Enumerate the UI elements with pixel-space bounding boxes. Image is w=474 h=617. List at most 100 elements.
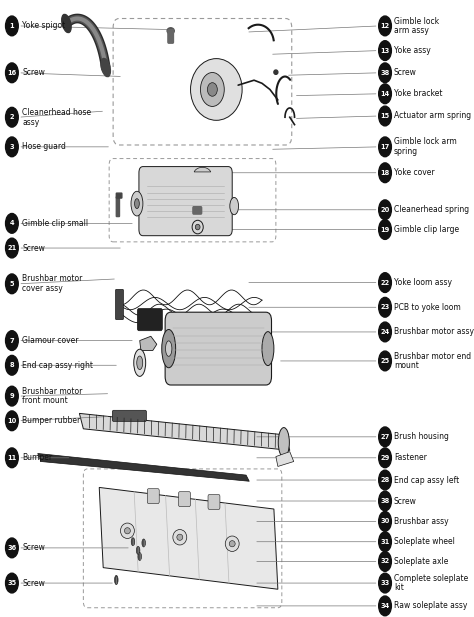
Text: Brushbar motor end
mount: Brushbar motor end mount [394, 352, 471, 370]
Text: Brushbar motor assy: Brushbar motor assy [394, 328, 474, 336]
Ellipse shape [142, 539, 146, 547]
Text: 33: 33 [381, 580, 390, 586]
Text: 34: 34 [381, 603, 390, 609]
Text: 8: 8 [9, 362, 14, 368]
Text: Brushbar assy: Brushbar assy [394, 517, 448, 526]
Text: 24: 24 [381, 329, 390, 335]
Circle shape [379, 273, 392, 292]
Circle shape [6, 355, 18, 375]
Ellipse shape [137, 356, 143, 370]
Text: 2: 2 [9, 114, 14, 120]
Circle shape [379, 322, 392, 342]
Circle shape [379, 427, 392, 447]
Ellipse shape [262, 332, 274, 365]
Ellipse shape [101, 59, 110, 77]
Text: 38: 38 [381, 70, 390, 76]
Circle shape [379, 84, 392, 104]
Ellipse shape [191, 59, 242, 120]
FancyBboxPatch shape [116, 289, 123, 320]
Text: 21: 21 [7, 245, 17, 251]
Text: Yoke spigot: Yoke spigot [22, 22, 65, 30]
Text: 15: 15 [381, 113, 390, 119]
Ellipse shape [162, 329, 176, 368]
Text: Yoke assy: Yoke assy [394, 46, 430, 55]
Text: 30: 30 [381, 518, 390, 524]
Ellipse shape [115, 575, 118, 585]
Circle shape [379, 470, 392, 490]
Circle shape [379, 552, 392, 571]
Ellipse shape [165, 341, 172, 357]
Ellipse shape [230, 197, 238, 215]
Text: 22: 22 [381, 280, 390, 286]
Ellipse shape [177, 534, 183, 540]
Text: 5: 5 [9, 281, 14, 287]
Text: 29: 29 [381, 455, 390, 461]
Text: 13: 13 [381, 48, 390, 54]
Text: Screw: Screw [22, 544, 45, 552]
Text: Screw: Screw [394, 68, 417, 77]
Text: PCB to yoke loom: PCB to yoke loom [394, 303, 461, 312]
Text: 16: 16 [7, 70, 17, 76]
Circle shape [379, 106, 392, 126]
FancyBboxPatch shape [179, 492, 191, 507]
Text: 20: 20 [381, 207, 390, 213]
Ellipse shape [138, 553, 142, 560]
Ellipse shape [173, 529, 187, 545]
Polygon shape [276, 452, 294, 466]
Ellipse shape [137, 547, 140, 554]
FancyBboxPatch shape [112, 410, 146, 421]
Ellipse shape [134, 349, 146, 376]
Circle shape [6, 411, 18, 431]
Text: Cleanerhead spring: Cleanerhead spring [394, 205, 469, 214]
Ellipse shape [195, 225, 200, 230]
Circle shape [379, 351, 392, 371]
Text: Gimble clip small: Gimble clip small [22, 219, 88, 228]
Text: Brush housing: Brush housing [394, 433, 448, 441]
Text: 9: 9 [9, 393, 14, 399]
Text: 11: 11 [7, 455, 17, 461]
Text: Soleplate axle: Soleplate axle [394, 557, 448, 566]
Ellipse shape [274, 70, 278, 74]
Text: Screw: Screw [22, 244, 45, 252]
Text: 35: 35 [7, 580, 17, 586]
Ellipse shape [278, 428, 289, 457]
Text: 10: 10 [7, 418, 17, 424]
Ellipse shape [131, 191, 143, 216]
Ellipse shape [135, 199, 139, 209]
FancyBboxPatch shape [139, 167, 232, 236]
Ellipse shape [225, 536, 239, 552]
Circle shape [6, 137, 18, 157]
Circle shape [6, 274, 18, 294]
Text: Gimble lock arm
spring: Gimble lock arm spring [394, 138, 456, 156]
Circle shape [379, 163, 392, 183]
Polygon shape [38, 453, 249, 481]
Text: 31: 31 [381, 539, 390, 545]
FancyBboxPatch shape [208, 495, 220, 510]
Circle shape [379, 491, 392, 511]
Polygon shape [194, 167, 211, 172]
Text: 4: 4 [9, 220, 14, 226]
Text: 14: 14 [381, 91, 390, 97]
Circle shape [6, 331, 18, 350]
Text: Yoke loom assy: Yoke loom assy [394, 278, 452, 287]
Text: Screw: Screw [394, 497, 417, 505]
Ellipse shape [131, 538, 135, 545]
Ellipse shape [201, 73, 224, 107]
Text: Fastener: Fastener [394, 453, 427, 462]
Text: 27: 27 [381, 434, 390, 440]
Circle shape [379, 220, 392, 239]
Text: 23: 23 [381, 304, 390, 310]
Text: Gimble lock
arm assy: Gimble lock arm assy [394, 17, 439, 35]
Text: Yoke bracket: Yoke bracket [394, 89, 442, 98]
Text: 17: 17 [381, 144, 390, 150]
Text: 38: 38 [381, 498, 390, 504]
Text: 7: 7 [9, 337, 14, 344]
FancyBboxPatch shape [137, 308, 163, 331]
FancyBboxPatch shape [193, 207, 201, 214]
Text: 25: 25 [381, 358, 390, 364]
Ellipse shape [208, 83, 217, 96]
Text: Bumper rubber: Bumper rubber [22, 416, 81, 425]
FancyBboxPatch shape [165, 312, 272, 385]
Text: 18: 18 [381, 170, 390, 176]
Circle shape [379, 511, 392, 531]
